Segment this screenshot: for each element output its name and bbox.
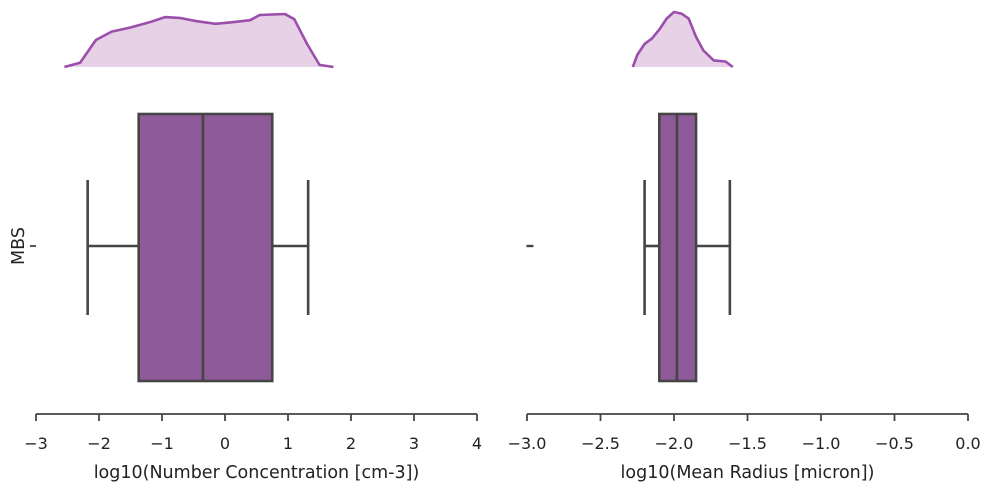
x-axis-label: log10(Number Concentration [cm-3]) [94, 463, 420, 483]
x-tick-label: 0 [220, 434, 230, 453]
y-axis-label: MBS [9, 227, 29, 265]
box-iqr [137, 112, 274, 383]
x-tick-label: −3 [24, 434, 48, 453]
x-tick-label: −1.5 [728, 434, 767, 453]
x-tick-label: 3 [409, 434, 419, 453]
x-tick-label: −2.0 [655, 434, 694, 453]
x-tick-label: −0.5 [875, 434, 914, 453]
panel-mean-radius: −3.0 −2.5 −2.0 −1.5 −1.0 −0.5 0.0 log10(Mean Ra… [508, 10, 981, 483]
kde-curve [64, 12, 334, 69]
x-tick-label: 0.0 [955, 434, 980, 453]
kde-curve [631, 10, 734, 69]
x-tick-label: −1.0 [802, 434, 841, 453]
x-tick-label: −2 [87, 434, 111, 453]
x-tick-label: 1 [283, 434, 293, 453]
x-tick-label: 4 [472, 434, 482, 453]
panel-number-concentration: −3 −2 −1 0 1 2 3 4 log10(Number Concentration [c… [24, 12, 482, 483]
x-tick-label: 2 [346, 434, 356, 453]
kde-fill [632, 12, 733, 67]
x-tick-label: −3.0 [508, 434, 547, 453]
x-tick-label: −2.5 [581, 434, 620, 453]
x-axis-label: log10(Mean Radius [micron]) [621, 463, 875, 483]
x-tick-label: −1 [150, 434, 174, 453]
